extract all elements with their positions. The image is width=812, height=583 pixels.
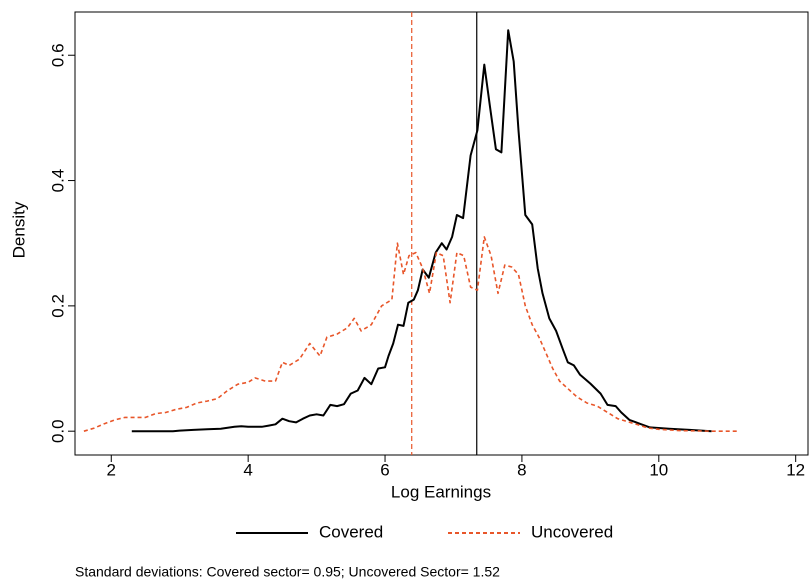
y-axis-label: Density [9,201,28,258]
x-tick-label: 6 [380,460,389,479]
x-axis-label: Log Earnings [391,482,491,501]
legend-label: Covered [319,522,383,541]
note: Standard deviations: Covered sector= 0.9… [75,564,500,580]
x-tick-label: 10 [649,460,668,479]
y-tick-label: 0.0 [48,419,67,443]
plot-frame [74,11,809,456]
y-tick-label: 0.6 [48,43,67,67]
y-tick-label: 0.2 [48,294,67,318]
series-line [131,29,712,433]
x-tick-label: 2 [107,460,116,479]
x-tick-label: 12 [786,460,805,479]
legend-label: Uncovered [531,522,613,541]
x-tick-label: 8 [517,460,526,479]
y-tick-label: 0.4 [48,169,67,193]
series-line [83,236,740,432]
x-tick-label: 4 [243,460,252,479]
